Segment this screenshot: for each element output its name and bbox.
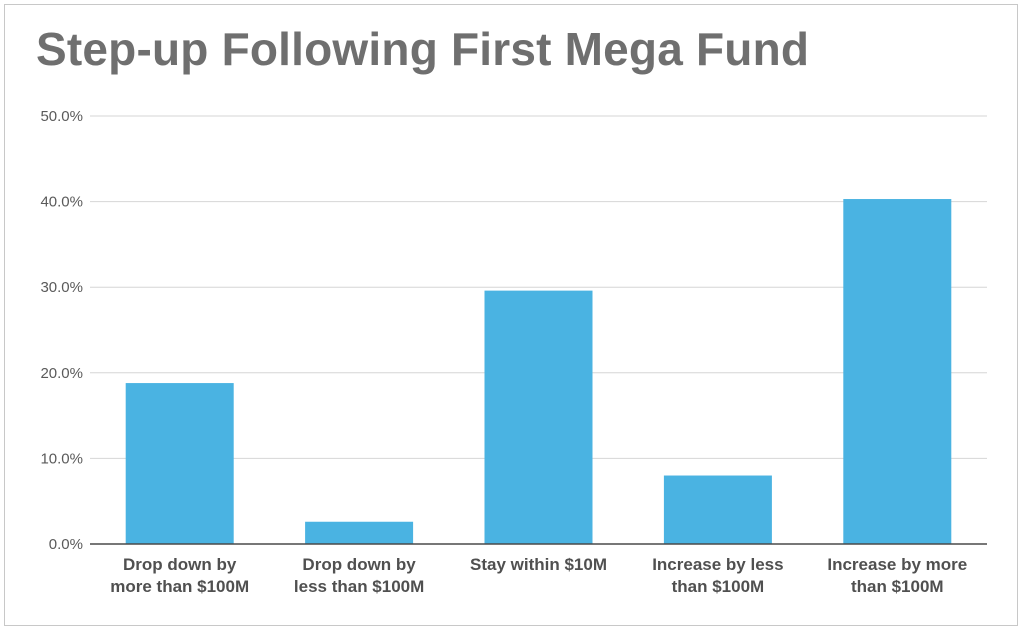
- bar: [484, 290, 593, 544]
- y-tick-label: 40.0%: [40, 194, 83, 211]
- y-tick-label: 0.0%: [49, 536, 83, 553]
- category-label: Increase by less than $100M: [652, 555, 783, 596]
- bars: [125, 199, 952, 545]
- y-tick-label: 30.0%: [40, 279, 83, 296]
- category-label: Drop down by less than $100M: [294, 555, 424, 596]
- bar: [305, 521, 414, 544]
- category-label: Drop down by more than $100M: [110, 555, 249, 596]
- category-label: Stay within $10M: [470, 555, 607, 574]
- chart-title: Step-up Following First Mega Fund: [36, 23, 810, 75]
- category-labels: Drop down by more than $100M Drop down by l…: [110, 555, 967, 596]
- bar: [125, 383, 234, 544]
- bar: [663, 475, 772, 544]
- y-tick-label: 10.0%: [40, 450, 83, 467]
- bar: [843, 199, 952, 545]
- y-tick-label: 50.0%: [40, 108, 83, 125]
- y-axis-ticks: 0.0% 10.0% 20.0% 30.0% 40.0% 50.0%: [40, 108, 83, 553]
- y-tick-label: 20.0%: [40, 365, 83, 382]
- category-label: Increase by more than $100M: [827, 555, 967, 596]
